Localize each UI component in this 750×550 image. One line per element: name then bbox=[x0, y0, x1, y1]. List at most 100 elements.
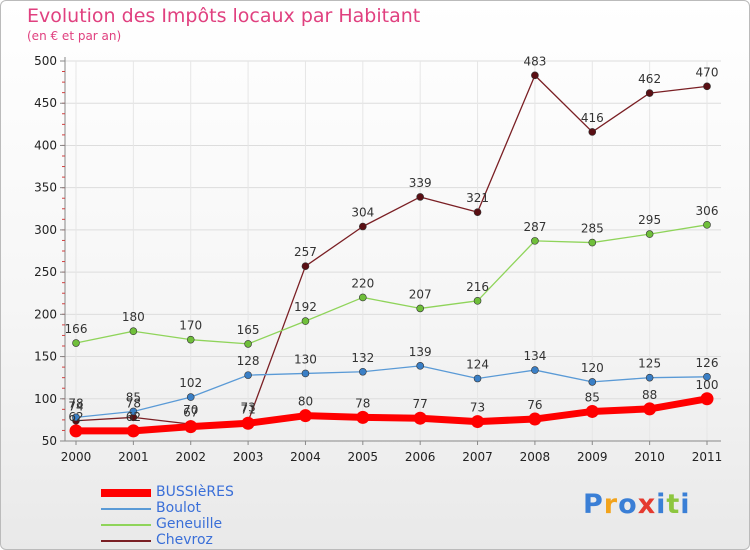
data-point bbox=[301, 369, 310, 378]
x-tick-label: 2000 bbox=[61, 450, 92, 464]
x-tick-label: 2004 bbox=[290, 450, 321, 464]
data-label: 102 bbox=[179, 376, 202, 390]
x-tick-label: 2010 bbox=[634, 450, 665, 464]
data-point bbox=[703, 373, 711, 381]
data-label: 124 bbox=[466, 358, 489, 372]
y-tick-label: 150 bbox=[34, 350, 57, 364]
data-label: 166 bbox=[65, 322, 88, 336]
series-line-boulot bbox=[75, 365, 708, 419]
data-point bbox=[645, 373, 654, 382]
series-line-bussières bbox=[76, 395, 708, 435]
logo-letter: i bbox=[680, 489, 691, 520]
data-point bbox=[126, 424, 140, 438]
data-point bbox=[416, 193, 424, 201]
legend-item: BUSSIèRES bbox=[101, 484, 301, 501]
y-tick-label: 50 bbox=[42, 434, 57, 448]
data-point bbox=[416, 304, 424, 313]
data-point bbox=[359, 222, 367, 231]
data-point bbox=[413, 411, 427, 425]
x-tick-label: 2007 bbox=[462, 450, 493, 464]
data-label: 134 bbox=[523, 349, 546, 363]
data-label: 62 bbox=[68, 410, 83, 424]
data-point bbox=[72, 413, 80, 422]
data-point bbox=[186, 335, 195, 344]
data-label: 139 bbox=[409, 345, 432, 359]
logo-letter: o bbox=[618, 489, 638, 520]
data-point bbox=[184, 420, 198, 434]
data-point bbox=[473, 297, 482, 305]
series-line-geneuille bbox=[75, 224, 708, 345]
data-point bbox=[69, 424, 83, 438]
data-label: 78 bbox=[68, 396, 83, 410]
data-label: 80 bbox=[298, 395, 313, 409]
data-label: 100 bbox=[696, 378, 719, 392]
data-point bbox=[703, 221, 711, 229]
data-point bbox=[588, 128, 597, 136]
data-point bbox=[186, 393, 195, 401]
y-tick-label: 100 bbox=[34, 392, 57, 406]
data-label: 483 bbox=[523, 54, 546, 68]
data-label: 76 bbox=[527, 398, 542, 412]
data-label: 78 bbox=[355, 396, 370, 410]
data-point bbox=[359, 293, 367, 302]
logo-letter: P bbox=[583, 489, 604, 520]
x-tick-label: 2003 bbox=[233, 450, 264, 464]
legend-swatch bbox=[101, 524, 151, 526]
legend-swatch bbox=[101, 508, 151, 510]
data-label: 73 bbox=[470, 401, 485, 415]
data-label: 306 bbox=[696, 204, 719, 218]
legend-swatch bbox=[101, 540, 151, 542]
data-label: 180 bbox=[122, 310, 145, 324]
legend-item: Boulot bbox=[101, 500, 301, 517]
data-label: 67 bbox=[183, 406, 198, 420]
data-point bbox=[244, 371, 252, 379]
data-point bbox=[700, 392, 714, 406]
data-label: 62 bbox=[126, 410, 141, 424]
data-label: 321 bbox=[466, 191, 489, 205]
logo-letter: i bbox=[656, 489, 667, 520]
x-tick-label: 2011 bbox=[692, 450, 723, 464]
data-label: 77 bbox=[413, 397, 428, 411]
data-point bbox=[585, 404, 599, 418]
proxiti-logo: Proxiti bbox=[583, 489, 691, 520]
data-label: 126 bbox=[696, 356, 719, 370]
data-label: 125 bbox=[638, 357, 661, 371]
data-label: 165 bbox=[237, 323, 260, 337]
data-point bbox=[643, 402, 657, 416]
data-label: 170 bbox=[179, 319, 202, 333]
legend-label: Boulot bbox=[156, 500, 201, 516]
data-point bbox=[301, 317, 310, 325]
data-label: 207 bbox=[409, 287, 432, 301]
data-label: 71 bbox=[240, 402, 255, 416]
data-label: 120 bbox=[581, 361, 604, 375]
x-tick-label: 2002 bbox=[175, 450, 206, 464]
data-point bbox=[531, 71, 539, 80]
legend: BUSSIèRES Boulot Geneuille Chevroz bbox=[101, 484, 301, 549]
data-point bbox=[531, 237, 539, 245]
data-point bbox=[72, 339, 80, 347]
series-line-chevroz bbox=[75, 74, 708, 425]
data-label: 88 bbox=[642, 388, 657, 402]
data-point bbox=[298, 409, 312, 423]
x-tick-label: 2005 bbox=[348, 450, 379, 464]
data-label: 470 bbox=[696, 65, 719, 79]
x-tick-label: 2001 bbox=[118, 450, 149, 464]
y-tick-label: 400 bbox=[34, 138, 57, 152]
data-point bbox=[645, 89, 654, 97]
chart-subtitle: (en € et par an) bbox=[27, 29, 122, 43]
data-label: 130 bbox=[294, 352, 317, 366]
data-point bbox=[703, 82, 711, 91]
data-point bbox=[588, 238, 597, 247]
x-tick-label: 2006 bbox=[405, 450, 436, 464]
data-label: 257 bbox=[294, 245, 317, 259]
data-label: 78 bbox=[126, 396, 141, 410]
data-point bbox=[241, 416, 255, 430]
data-point bbox=[471, 415, 485, 429]
x-tick-label: 2009 bbox=[577, 450, 608, 464]
logo-letter: t bbox=[666, 489, 681, 520]
data-point bbox=[528, 412, 542, 426]
data-label: 85 bbox=[585, 390, 600, 404]
legend-item: Chevroz bbox=[101, 532, 301, 549]
